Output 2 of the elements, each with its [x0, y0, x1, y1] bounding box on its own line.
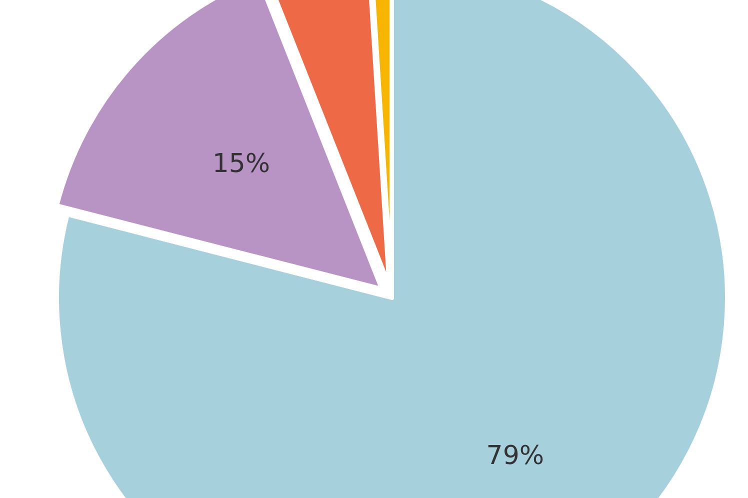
data-label: 15% [212, 149, 270, 180]
data-label: 79% [486, 440, 544, 471]
